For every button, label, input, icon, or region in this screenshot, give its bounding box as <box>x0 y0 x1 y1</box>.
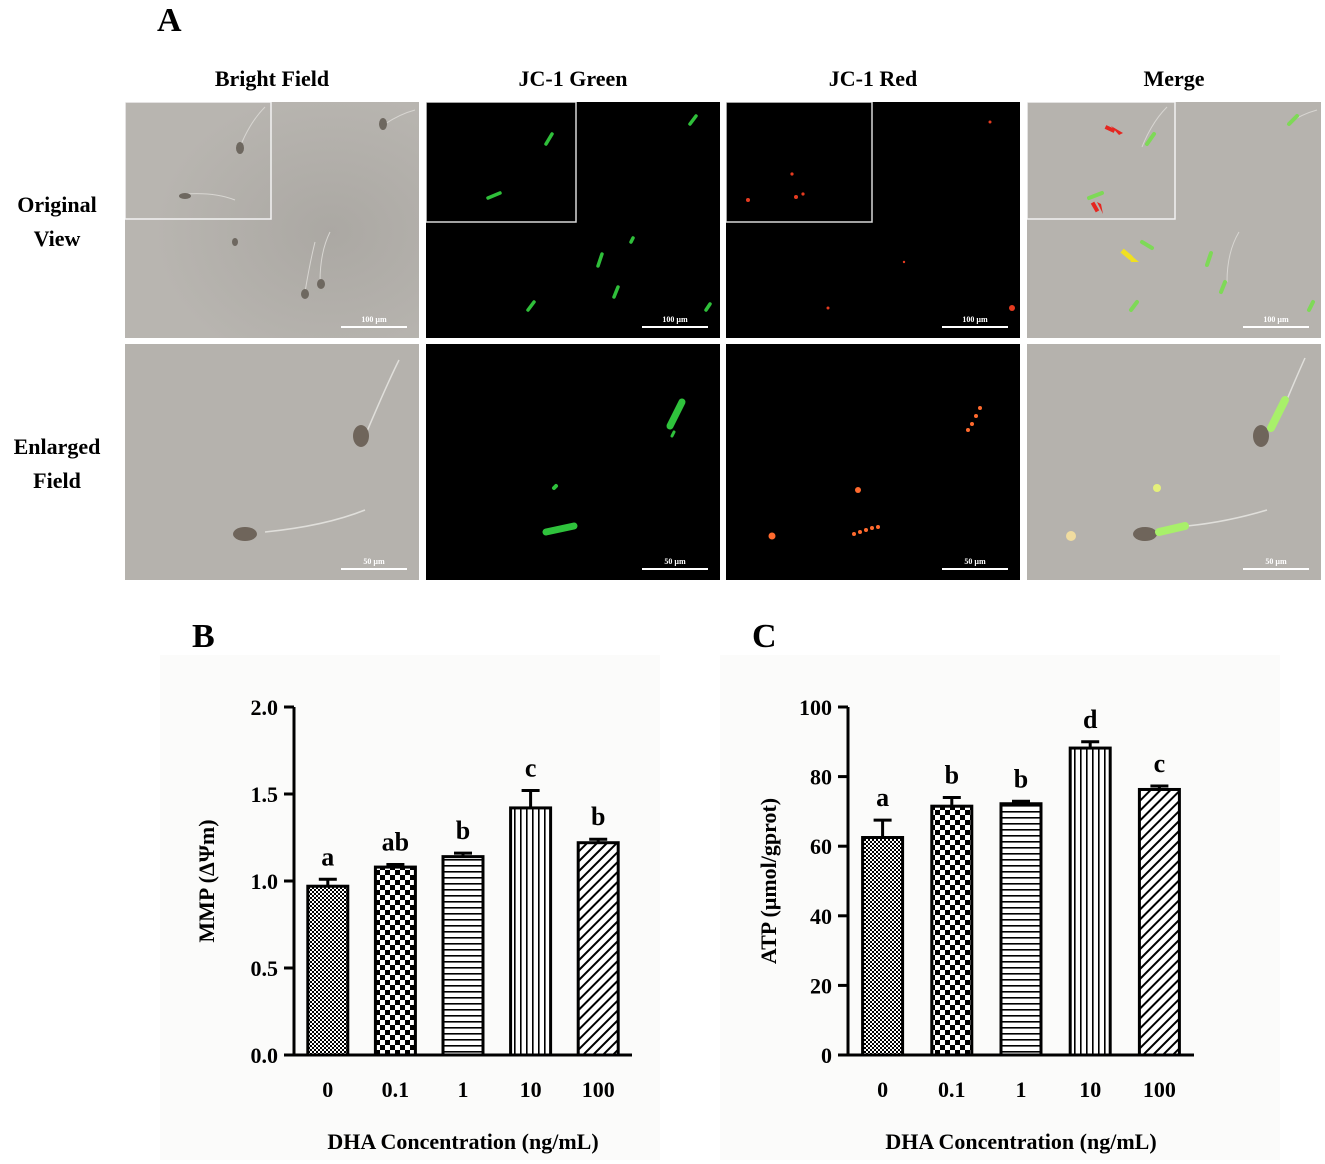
y-tick-label: 1.5 <box>251 782 279 807</box>
scale-bar-label: 50 µm <box>964 557 986 566</box>
x-axis-title: DHA Concentration (ng/mL) <box>327 1129 598 1154</box>
column-header-bright-field: Bright Field <box>214 66 330 91</box>
bar <box>1137 787 1181 1057</box>
significance-label: a <box>321 842 334 871</box>
scale-bar-label: 100 µm <box>1263 315 1289 324</box>
x-tick-label: 10 <box>1079 1077 1101 1102</box>
bar <box>861 836 905 1057</box>
scale-bar: 100 µm <box>341 315 407 328</box>
significance-label: c <box>1154 749 1166 778</box>
micrograph-jc1-red-original: 100 µm <box>726 102 1020 338</box>
micrograph-jc1-green-original: 100 µm <box>426 102 720 338</box>
y-axis-title: ATP (μmol/gprot) <box>756 798 781 964</box>
significance-label: c <box>525 754 537 783</box>
x-tick-label: 1 <box>1016 1077 1027 1102</box>
bar <box>999 802 1043 1057</box>
y-tick-label: 0.0 <box>251 1043 279 1068</box>
micrograph-bright-field-enlarged: 50 µm <box>125 344 419 580</box>
x-tick-label: 0.1 <box>938 1077 966 1102</box>
y-tick-label: 0 <box>821 1043 832 1068</box>
bar <box>306 884 350 1057</box>
bar <box>1068 746 1112 1057</box>
column-header-merge: Merge <box>1143 66 1205 91</box>
significance-label: b <box>456 816 470 845</box>
y-tick-label: 20 <box>810 973 832 998</box>
significance-label: ab <box>382 827 409 856</box>
row-label-line: Field <box>33 468 81 493</box>
x-tick-label: 100 <box>1143 1077 1176 1102</box>
y-tick-label: 80 <box>810 765 832 790</box>
x-tick-label: 0.1 <box>382 1077 410 1102</box>
y-tick-label: 2.0 <box>251 695 279 720</box>
micrograph-jc1-red-enlarged: 50 µm <box>726 344 1020 580</box>
bar <box>509 806 553 1057</box>
bar <box>441 855 485 1057</box>
row-label-line: View <box>33 226 81 251</box>
x-tick-label: 1 <box>458 1077 469 1102</box>
scale-bar-label: 100 µm <box>361 315 387 324</box>
row-label-line: Enlarged <box>13 434 101 459</box>
chart-c: 0 20 40 60 80 100 a 0 b 0.1 b 1 d 10 c 100 DHA Concentra… <box>756 695 1194 1154</box>
significance-label: d <box>1083 705 1098 734</box>
x-tick-label: 0 <box>322 1077 333 1102</box>
y-tick-label: 100 <box>799 695 832 720</box>
chart-c-container: 0 20 40 60 80 100 a 0 b 0.1 b 1 d 10 c 100 DHA Concentra… <box>720 655 1280 1160</box>
significance-label: a <box>876 783 889 812</box>
panel-letter-c: C <box>752 618 777 655</box>
row-label-line: Original <box>17 192 97 217</box>
scale-bar-label: 100 µm <box>662 315 688 324</box>
panel-letter-b: B <box>192 618 215 655</box>
chart-b-container: 0.0 0.5 1.0 1.5 2.0 a 0 ab 0.1 b 1 c 10 b 100 DHA Conce… <box>160 655 660 1160</box>
micrograph-merge-original: 100 µm <box>1027 102 1321 338</box>
scale-bar: 100 µm <box>642 315 708 328</box>
micrograph-merge-enlarged: 50 µm <box>1027 344 1321 580</box>
scale-bar: 100 µm <box>1243 315 1309 328</box>
micrograph-jc1-green-enlarged: 50 µm <box>426 344 720 580</box>
y-tick-label: 1.0 <box>251 869 279 894</box>
y-tick-label: 60 <box>810 834 832 859</box>
scale-bar-label: 100 µm <box>962 315 988 324</box>
scale-bar-label: 50 µm <box>1265 557 1287 566</box>
chart-b: 0.0 0.5 1.0 1.5 2.0 a 0 ab 0.1 b 1 c 10 b 100 DHA Conce… <box>194 695 632 1154</box>
bar <box>373 865 417 1057</box>
y-tick-label: 0.5 <box>251 956 279 981</box>
bar <box>576 841 620 1057</box>
scale-bar: 50 µm <box>1243 557 1309 570</box>
y-tick-label: 40 <box>810 904 832 929</box>
scale-bar: 50 µm <box>642 557 708 570</box>
row-label-enlarged-field: Enlarged Field <box>0 430 114 498</box>
scale-bar-label: 50 µm <box>363 557 385 566</box>
panel-letter-a: A <box>157 2 182 39</box>
x-tick-label: 10 <box>520 1077 542 1102</box>
significance-label: b <box>591 802 605 831</box>
scale-bar-label: 50 µm <box>664 557 686 566</box>
bar <box>930 804 974 1057</box>
x-axis-title: DHA Concentration (ng/mL) <box>885 1129 1156 1154</box>
significance-label: b <box>945 760 959 789</box>
column-header-jc1-green: JC-1 Green <box>518 66 628 91</box>
scale-bar: 50 µm <box>341 557 407 570</box>
row-label-original-view: Original View <box>0 188 114 256</box>
x-tick-label: 0 <box>877 1077 888 1102</box>
scale-bar: 50 µm <box>942 557 1008 570</box>
scale-bar: 100 µm <box>942 315 1008 328</box>
column-header-jc1-red: JC-1 Red <box>828 66 918 91</box>
significance-label: b <box>1014 764 1028 793</box>
micrograph-bright-field-original: 100 µm <box>125 102 419 338</box>
y-axis-title: MMP (ΔΨm) <box>194 819 219 942</box>
x-tick-label: 100 <box>582 1077 615 1102</box>
